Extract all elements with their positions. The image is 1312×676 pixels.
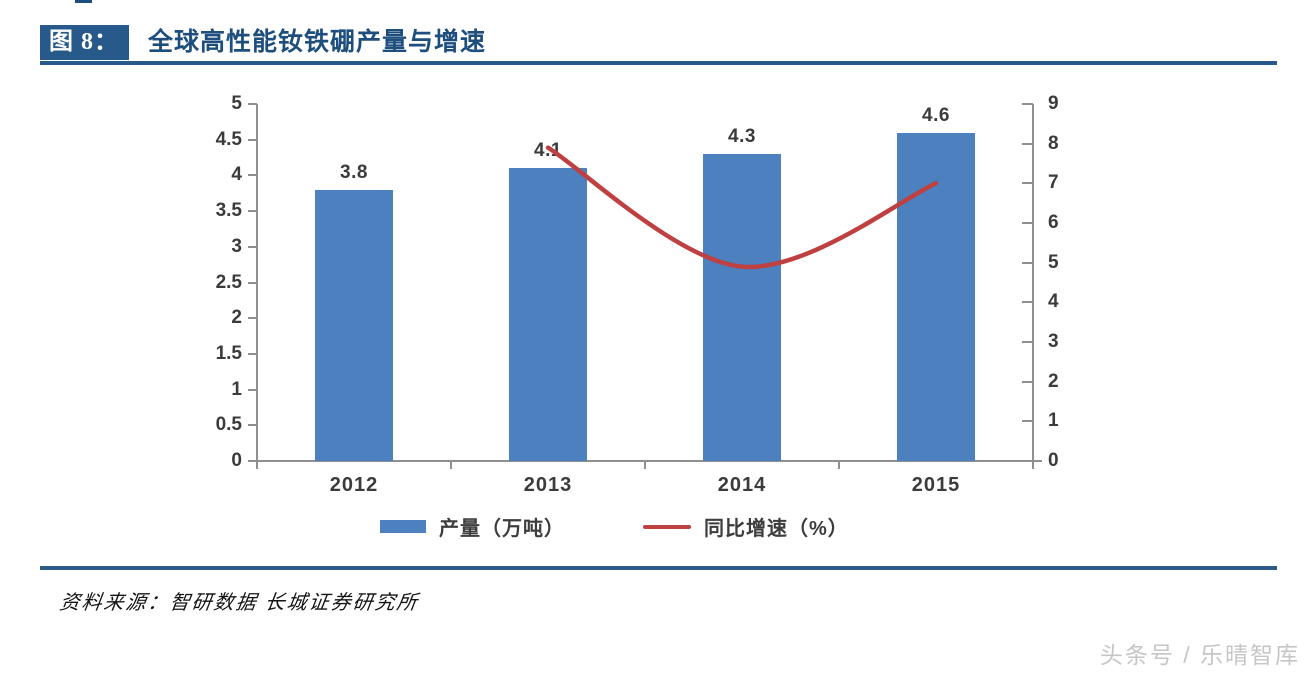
right-axis-tick (1022, 420, 1033, 423)
left-axis-tick-label: 2 (231, 307, 242, 329)
right-axis-tick (1022, 261, 1033, 264)
x-axis-category-label: 2015 (911, 474, 961, 496)
left-axis-tick-label: 4 (231, 164, 242, 186)
left-axis-tick (248, 424, 257, 427)
left-axis-tick-label: 1 (231, 378, 242, 400)
left-axis-tick-label: 3 (231, 235, 242, 257)
growth-line-swatch (643, 524, 691, 529)
x-axis-tick (256, 462, 258, 469)
x-axis-category-label: 2012 (329, 474, 379, 496)
right-axis-tick (1022, 142, 1033, 145)
production-bar (509, 168, 587, 461)
right-axis-tick (1022, 380, 1033, 383)
source-note: 资料来源：智研数据 长城证券研究所 (58, 592, 421, 614)
right-axis-tick-label: 8 (1048, 132, 1059, 154)
left-axis-tick-label: 5 (231, 93, 242, 114)
left-y-axis-line (256, 104, 258, 461)
x-axis-category-label: 2013 (523, 474, 573, 496)
production-bar (315, 189, 393, 461)
x-axis-category-label: 2014 (717, 474, 767, 496)
left-axis-tick (248, 138, 257, 141)
right-y-axis-line (1032, 104, 1034, 461)
chart-legend: 产量（万吨） 同比增速（%） (380, 512, 849, 541)
left-axis-tick (248, 352, 257, 355)
x-axis-tick (1032, 462, 1034, 469)
left-axis-tick-label: 0.5 (215, 414, 242, 436)
right-axis-tick-label: 0 (1048, 450, 1059, 471)
header-rule (40, 61, 1277, 65)
page-edge-artifact (75, 0, 92, 3)
right-axis-tick-label: 5 (1048, 251, 1059, 273)
figure-title: 全球高性能钕铁硼产量与增速 (148, 29, 487, 56)
x-axis-tick (838, 462, 840, 469)
right-axis-tick (1022, 222, 1033, 224)
bar-value-label: 4.6 (922, 104, 950, 126)
left-axis-tick-label: 4.5 (215, 128, 242, 150)
watermark: 头条号 / 乐晴智库 (1099, 642, 1300, 668)
right-axis-tick-label: 1 (1048, 410, 1059, 432)
right-axis-tick (1022, 103, 1033, 105)
bar-value-label: 4.1 (534, 140, 562, 162)
right-axis-tick (1022, 182, 1033, 185)
right-axis-tick-label: 7 (1048, 172, 1059, 194)
right-axis-tick (1022, 460, 1033, 462)
bar-value-label: 4.3 (728, 125, 756, 147)
bar-value-label: 3.8 (340, 161, 368, 183)
left-axis-tick (248, 103, 257, 105)
left-axis-tick (248, 460, 257, 462)
growth-line-chart (545, 145, 939, 270)
left-axis-tick (248, 388, 257, 391)
left-axis-tick (248, 317, 257, 320)
x-axis-tick (644, 462, 646, 469)
left-axis-tick (248, 174, 257, 177)
production-bar (703, 153, 781, 461)
right-axis-tick (1022, 301, 1033, 304)
x-axis-line (249, 460, 1042, 462)
right-axis-tick-label: 2 (1048, 370, 1059, 392)
left-axis-tick (248, 210, 257, 213)
right-axis-tick-label: 4 (1048, 291, 1059, 313)
legend-item-production: 产量（万吨） (380, 512, 565, 541)
left-axis-tick-label: 2.5 (215, 271, 242, 293)
left-axis-tick-label: 1.5 (215, 342, 242, 364)
x-axis-tick (450, 462, 452, 469)
growth-line (545, 145, 939, 270)
legend-label-growth: 同比增速（%） (704, 518, 849, 540)
left-axis-tick-label: 3.5 (215, 200, 242, 222)
legend-label-production: 产量（万吨） (439, 518, 565, 540)
right-axis-tick-label: 3 (1048, 331, 1059, 352)
right-axis-tick (1022, 341, 1033, 343)
production-bar (897, 132, 975, 461)
chart-area: 5 4.5 4 3.5 3 2.5 2 1.5 1 0.5 0 9 8 7 6 5 4 3 2 1 0 2012 201… (0, 80, 1312, 510)
right-axis-tick-label: 9 (1048, 93, 1059, 114)
legend-item-growth: 同比增速（%） (643, 512, 849, 541)
left-axis-tick (248, 245, 257, 248)
production-bar-swatch (380, 520, 426, 533)
left-axis-tick (248, 281, 257, 284)
figure-number-badge: 图 8： (40, 25, 129, 60)
footer-rule (40, 566, 1277, 570)
left-axis-tick-label: 0 (231, 450, 242, 471)
right-axis-tick-label: 6 (1048, 212, 1059, 233)
